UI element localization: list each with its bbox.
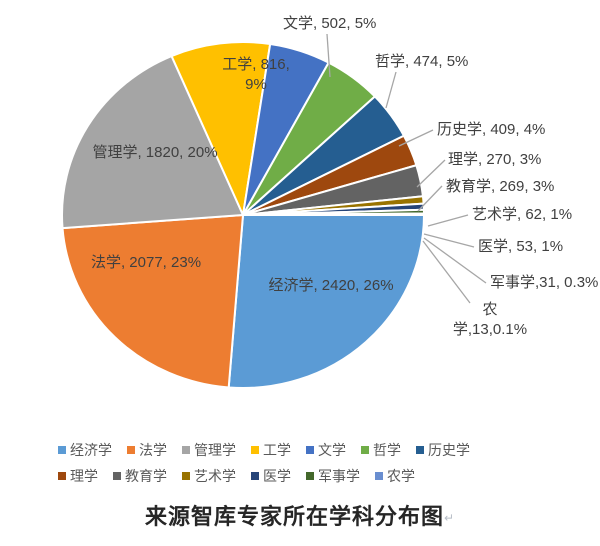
legend-item-9: 艺术学 <box>182 466 236 486</box>
legend-label: 医学 <box>263 468 291 484</box>
legend-item-7: 理学 <box>58 466 98 486</box>
pie-slice-0 <box>227 214 425 389</box>
chart-caption: 来源智库专家所在学科分布图↵ <box>0 499 600 531</box>
legend-label: 哲学 <box>373 442 401 458</box>
data-label-7: 理学, 270, 3% <box>448 151 541 168</box>
legend-item-6: 历史学 <box>416 440 470 460</box>
legend-marker-icon <box>361 446 369 454</box>
legend-label: 法学 <box>139 442 167 458</box>
legend-item-1: 法学 <box>127 440 167 460</box>
legend-item-8: 教育学 <box>113 466 167 486</box>
leader-line-5 <box>385 71 397 109</box>
data-labels: 经济学, 2420, 26% 法学, 2077, 23% 管理学, 1820, 20… <box>91 15 598 338</box>
legend-label: 工学 <box>263 442 291 458</box>
legend-marker-icon <box>113 472 121 480</box>
caption-text: 来源智库专家所在学科分布图 <box>144 504 444 529</box>
leader-line-7 <box>416 159 446 188</box>
legend-label: 艺术学 <box>194 468 236 484</box>
legend-marker-icon <box>375 472 383 480</box>
data-label-2: 管理学, 1820, 20% <box>92 144 217 161</box>
data-label-10: 医学, 53, 1% <box>478 238 563 255</box>
pie-slice-12 <box>242 212 425 216</box>
leader-line-12 <box>422 240 471 304</box>
legend-marker-icon <box>416 446 424 454</box>
legend-label: 教育学 <box>125 468 167 484</box>
legend-item-12: 农学 <box>375 466 415 486</box>
leader-lines <box>326 33 487 304</box>
pie-slice-2 <box>61 55 244 230</box>
legend-marker-icon <box>251 446 259 454</box>
return-mark-icon: ↵ <box>443 511 456 526</box>
legend-item-3: 工学 <box>251 440 291 460</box>
chart-legend: 经济学 法学 管理学 工学 文学 哲学 历史学 理学 教育学 艺术学 医学 军事学 农学 <box>0 441 600 485</box>
legend-row-2: 理学 教育学 艺术学 医学 军事学 农学 <box>0 467 600 485</box>
legend-marker-icon <box>182 446 190 454</box>
leader-line-4 <box>326 33 331 78</box>
leader-line-9 <box>427 214 469 227</box>
legend-marker-icon <box>58 472 66 480</box>
legend-item-10: 医学 <box>251 466 291 486</box>
data-label-6: 历史学, 409, 4% <box>437 121 545 138</box>
data-label-5: 哲学, 474, 5% <box>375 53 468 70</box>
legend-marker-icon <box>182 472 190 480</box>
leader-line-8 <box>417 185 443 212</box>
legend-label: 历史学 <box>428 442 470 458</box>
pie-slice-1 <box>61 214 244 389</box>
data-label-1: 法学, 2077, 23% <box>91 254 201 271</box>
legend-label: 管理学 <box>194 442 236 458</box>
data-label-3: 工学, 816, 9% <box>222 56 290 93</box>
legend-label: 理学 <box>70 468 98 484</box>
leader-line-10 <box>423 233 475 248</box>
legend-item-11: 军事学 <box>306 466 360 486</box>
pie-slice-3 <box>170 41 272 216</box>
legend-item-2: 管理学 <box>182 440 236 460</box>
legend-label: 经济学 <box>70 442 112 458</box>
pie-slices <box>61 41 425 389</box>
data-label-9: 艺术学, 62, 1% <box>472 206 572 223</box>
data-label-4: 文学, 502, 5% <box>283 15 376 32</box>
leader-line-6 <box>398 129 434 147</box>
legend-label: 军事学 <box>318 468 360 484</box>
legend-label: 文学 <box>318 442 346 458</box>
legend-row-1: 经济学 法学 管理学 工学 文学 哲学 历史学 <box>0 441 600 459</box>
legend-item-0: 经济学 <box>58 440 112 460</box>
data-label-8: 教育学, 269, 3% <box>446 178 554 195</box>
data-label-11: 军事学,31, 0.3% <box>490 274 598 291</box>
legend-label: 农学 <box>387 468 415 484</box>
legend-marker-icon <box>306 446 314 454</box>
legend-item-5: 哲学 <box>361 440 401 460</box>
data-label-0: 经济学, 2420, 26% <box>268 277 393 294</box>
leader-line-11 <box>423 237 487 284</box>
data-label-12: 农学,13,0.1% <box>453 301 527 338</box>
pie-chart: 经济学, 2420, 26% 法学, 2077, 23% 管理学, 1820, 20… <box>61 15 598 389</box>
legend-marker-icon <box>58 446 66 454</box>
legend-marker-icon <box>127 446 135 454</box>
legend-marker-icon <box>306 472 314 480</box>
legend-marker-icon <box>251 472 259 480</box>
legend-item-4: 文学 <box>306 440 346 460</box>
